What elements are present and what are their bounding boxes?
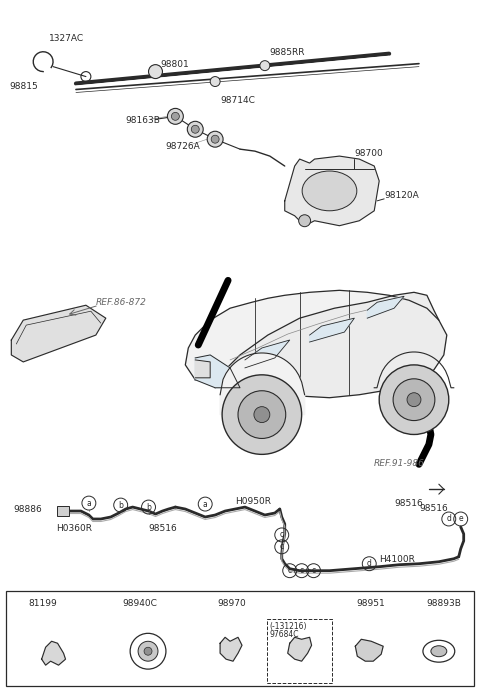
- Text: (-131216): (-131216): [270, 622, 307, 631]
- Text: 98163B: 98163B: [126, 116, 160, 125]
- Text: a: a: [16, 599, 21, 608]
- Circle shape: [260, 61, 270, 71]
- Circle shape: [192, 125, 199, 134]
- Text: d: d: [367, 559, 372, 568]
- Text: b: b: [118, 500, 123, 509]
- Polygon shape: [245, 340, 290, 368]
- Text: 98516: 98516: [419, 504, 448, 513]
- Ellipse shape: [431, 646, 447, 657]
- Polygon shape: [310, 318, 354, 342]
- Text: 1327AC: 1327AC: [49, 34, 84, 43]
- Ellipse shape: [302, 171, 357, 211]
- Text: 98516: 98516: [394, 499, 423, 508]
- Polygon shape: [195, 355, 240, 388]
- Text: c: c: [312, 566, 316, 575]
- Text: H4100R: H4100R: [379, 555, 415, 564]
- Text: d: d: [446, 514, 451, 523]
- Circle shape: [144, 647, 152, 655]
- Circle shape: [299, 215, 311, 227]
- Text: 98893B: 98893B: [426, 599, 461, 608]
- Circle shape: [138, 641, 158, 661]
- Text: 98726A: 98726A: [166, 142, 200, 151]
- Text: b: b: [146, 502, 151, 511]
- Text: 98886: 98886: [13, 505, 42, 514]
- Text: 98951: 98951: [356, 599, 385, 608]
- Text: d: d: [344, 599, 349, 608]
- Circle shape: [168, 109, 183, 125]
- Text: 98815: 98815: [9, 82, 38, 91]
- Text: c: c: [288, 566, 292, 575]
- Polygon shape: [42, 641, 65, 665]
- Text: 98940C: 98940C: [123, 599, 157, 608]
- Circle shape: [130, 633, 166, 669]
- Circle shape: [148, 64, 162, 79]
- Bar: [6, 590, 474, 686]
- Bar: [267, 619, 333, 683]
- Text: H0360R: H0360R: [56, 524, 92, 533]
- Text: 98700: 98700: [354, 149, 383, 158]
- Circle shape: [393, 379, 435, 421]
- Text: 9885RR: 9885RR: [270, 48, 305, 57]
- Bar: [57, 506, 69, 516]
- Text: 98970: 98970: [217, 599, 246, 608]
- Circle shape: [207, 131, 223, 147]
- Text: b: b: [110, 599, 115, 608]
- Polygon shape: [195, 360, 210, 378]
- Text: REF.86-872: REF.86-872: [96, 298, 147, 307]
- Circle shape: [254, 407, 270, 423]
- Ellipse shape: [423, 640, 455, 662]
- Circle shape: [210, 77, 220, 86]
- Text: c: c: [300, 566, 304, 575]
- Circle shape: [238, 391, 286, 439]
- Circle shape: [187, 121, 203, 137]
- Text: a: a: [86, 498, 91, 508]
- Text: 81199: 81199: [28, 599, 57, 608]
- Text: 98714C: 98714C: [220, 96, 255, 105]
- Circle shape: [211, 135, 219, 143]
- Text: H0950R: H0950R: [235, 497, 271, 506]
- Circle shape: [379, 365, 449, 435]
- Text: 98120A: 98120A: [384, 191, 419, 200]
- Text: 97684C: 97684C: [270, 630, 300, 639]
- Text: c: c: [280, 530, 284, 539]
- Polygon shape: [185, 291, 447, 398]
- Polygon shape: [215, 292, 447, 398]
- Text: e: e: [414, 599, 418, 608]
- Polygon shape: [285, 156, 379, 226]
- Text: c: c: [205, 599, 209, 608]
- Circle shape: [222, 375, 301, 455]
- Circle shape: [407, 393, 421, 407]
- Text: c: c: [280, 543, 284, 552]
- Polygon shape: [355, 639, 383, 661]
- Polygon shape: [220, 353, 305, 415]
- Text: REF.91-986: REF.91-986: [374, 459, 425, 468]
- Polygon shape: [367, 296, 404, 318]
- Text: 98516: 98516: [148, 524, 177, 533]
- Text: a: a: [203, 500, 207, 509]
- Polygon shape: [220, 637, 242, 661]
- Polygon shape: [12, 305, 106, 362]
- Circle shape: [171, 112, 180, 120]
- Polygon shape: [288, 637, 312, 661]
- Text: 98801: 98801: [160, 60, 189, 69]
- Text: e: e: [458, 514, 463, 523]
